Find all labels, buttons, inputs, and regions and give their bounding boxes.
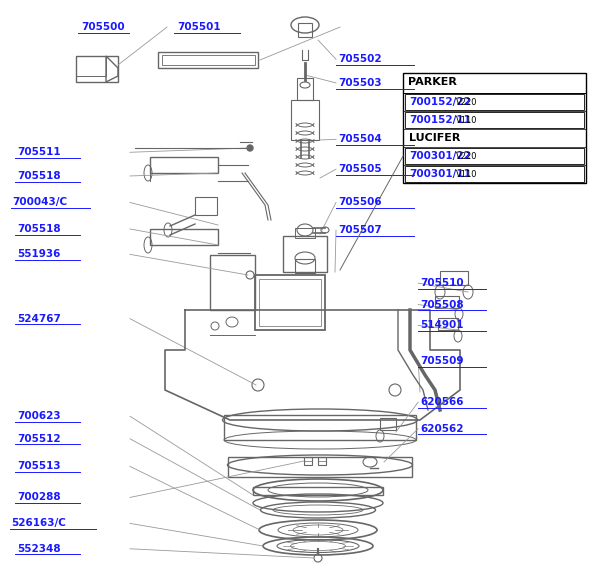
Bar	[76, 56, 118, 82]
Text: 620562: 620562	[420, 424, 464, 434]
Text: 705506: 705506	[338, 197, 382, 208]
Text: V220: V220	[456, 152, 478, 161]
Bar	[435, 296, 459, 308]
Text: V110: V110	[456, 116, 478, 125]
Text: 620566: 620566	[420, 397, 464, 407]
Text: 705511: 705511	[17, 147, 61, 157]
Bar	[283, 236, 327, 272]
Bar	[253, 487, 383, 495]
Text: 705509: 705509	[420, 356, 464, 366]
Text: 705518: 705518	[17, 171, 61, 181]
Text: 700152/11: 700152/11	[409, 115, 471, 125]
Text: 700623: 700623	[17, 411, 61, 421]
Text: 551936: 551936	[17, 249, 60, 259]
Bar	[162, 55, 255, 65]
Bar	[228, 457, 412, 477]
Bar	[405, 112, 584, 129]
Text: 524767: 524767	[17, 314, 61, 324]
Bar	[298, 23, 312, 37]
Text: 700043/C: 700043/C	[12, 197, 67, 208]
Bar	[76, 56, 106, 76]
Text: LUCIFER: LUCIFER	[409, 133, 461, 143]
Bar	[405, 94, 584, 111]
Text: 705508: 705508	[420, 299, 464, 310]
Bar	[295, 259, 315, 273]
Text: PARKER: PARKER	[408, 77, 457, 87]
Bar	[255, 275, 325, 330]
Bar	[380, 418, 396, 430]
Text: 552348: 552348	[17, 544, 61, 554]
Text: 705500: 705500	[81, 22, 125, 32]
Bar	[259, 279, 321, 326]
Bar	[405, 166, 584, 182]
Text: 526163/C: 526163/C	[11, 518, 65, 528]
Bar	[438, 318, 458, 330]
Bar	[403, 73, 586, 183]
Text: 700152/22: 700152/22	[409, 98, 471, 107]
Bar	[224, 415, 416, 440]
Bar	[158, 52, 258, 68]
Bar	[150, 157, 218, 173]
Text: 705503: 705503	[338, 78, 382, 88]
Bar	[150, 229, 218, 245]
Text: 705518: 705518	[17, 224, 61, 234]
Text: 705501: 705501	[177, 22, 221, 32]
Bar	[318, 457, 326, 465]
Text: 705510: 705510	[420, 278, 464, 288]
Text: 705513: 705513	[17, 461, 61, 472]
Bar	[210, 255, 255, 310]
Bar	[297, 78, 313, 100]
Text: 705507: 705507	[338, 225, 382, 235]
Text: V110: V110	[456, 170, 478, 179]
Text: 705504: 705504	[338, 134, 382, 144]
Text: 700301/11: 700301/11	[409, 169, 471, 179]
Bar	[291, 100, 319, 140]
Text: 705505: 705505	[338, 164, 382, 174]
Bar	[195, 197, 217, 215]
Bar	[405, 148, 584, 164]
Bar	[295, 228, 315, 238]
Text: 700288: 700288	[17, 492, 61, 503]
Bar	[440, 271, 468, 285]
Text: V220: V220	[456, 98, 478, 107]
Bar	[304, 457, 312, 465]
Circle shape	[247, 145, 253, 151]
Text: 705502: 705502	[338, 54, 382, 64]
Text: 705512: 705512	[17, 434, 61, 444]
Text: 700301/22: 700301/22	[409, 151, 471, 161]
Text: 514901: 514901	[420, 320, 464, 331]
